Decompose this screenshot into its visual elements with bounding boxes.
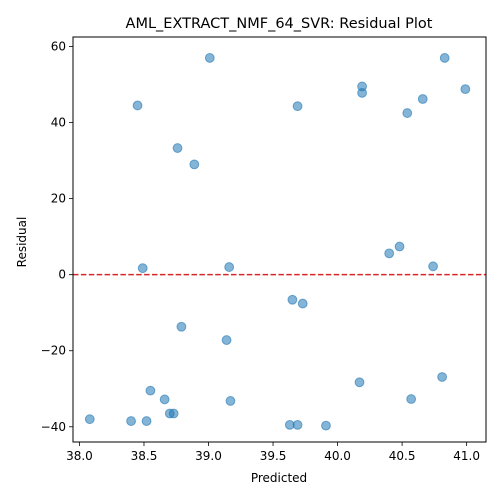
data-point xyxy=(395,242,404,251)
data-point xyxy=(355,378,364,387)
data-point xyxy=(138,264,147,273)
data-point xyxy=(385,249,394,258)
y-tick-label: 0 xyxy=(58,268,66,282)
data-point xyxy=(403,109,412,118)
y-axis: −40 −20 0 20 40 60 xyxy=(41,40,73,434)
plot-area xyxy=(73,37,486,442)
data-point xyxy=(358,89,367,98)
data-point xyxy=(288,295,297,304)
x-tick-label: 41.0 xyxy=(453,449,480,463)
data-point xyxy=(225,263,234,272)
chart-title: AML_EXTRACT_NMF_64_SVR: Residual Plot xyxy=(126,16,433,32)
data-point xyxy=(438,373,447,382)
x-axis-label: Predicted xyxy=(251,471,307,485)
y-tick-label: 60 xyxy=(51,40,66,54)
data-point xyxy=(146,386,155,395)
data-point xyxy=(293,420,302,429)
data-point xyxy=(85,415,94,424)
y-tick-label: 40 xyxy=(51,116,66,130)
x-tick-label: 39.5 xyxy=(260,449,287,463)
y-axis-label: Residual xyxy=(15,217,29,268)
data-point xyxy=(169,409,178,418)
data-point xyxy=(173,144,182,153)
data-point xyxy=(177,322,186,331)
y-tick-label: 20 xyxy=(51,192,66,206)
data-point xyxy=(440,54,449,63)
data-point xyxy=(298,299,307,308)
data-point xyxy=(322,421,331,430)
data-point xyxy=(418,95,427,104)
data-point xyxy=(429,262,438,271)
x-axis: 38.0 38.5 39.0 39.5 40.0 40.5 41.0 xyxy=(66,442,480,463)
data-point xyxy=(190,160,199,169)
data-point xyxy=(127,417,136,426)
x-tick-label: 40.5 xyxy=(389,449,416,463)
x-tick-label: 39.0 xyxy=(195,449,222,463)
data-point xyxy=(461,85,470,94)
data-point xyxy=(407,395,416,404)
data-point xyxy=(160,395,169,404)
y-tick-label: −20 xyxy=(41,344,66,358)
y-tick-label: −40 xyxy=(41,420,66,434)
data-point xyxy=(133,101,142,110)
data-point xyxy=(293,102,302,111)
data-point xyxy=(226,397,235,406)
x-tick-label: 38.5 xyxy=(131,449,158,463)
data-point xyxy=(222,336,231,345)
x-tick-label: 38.0 xyxy=(66,449,93,463)
x-tick-label: 40.0 xyxy=(324,449,351,463)
data-point xyxy=(205,54,214,63)
data-point xyxy=(142,417,151,426)
